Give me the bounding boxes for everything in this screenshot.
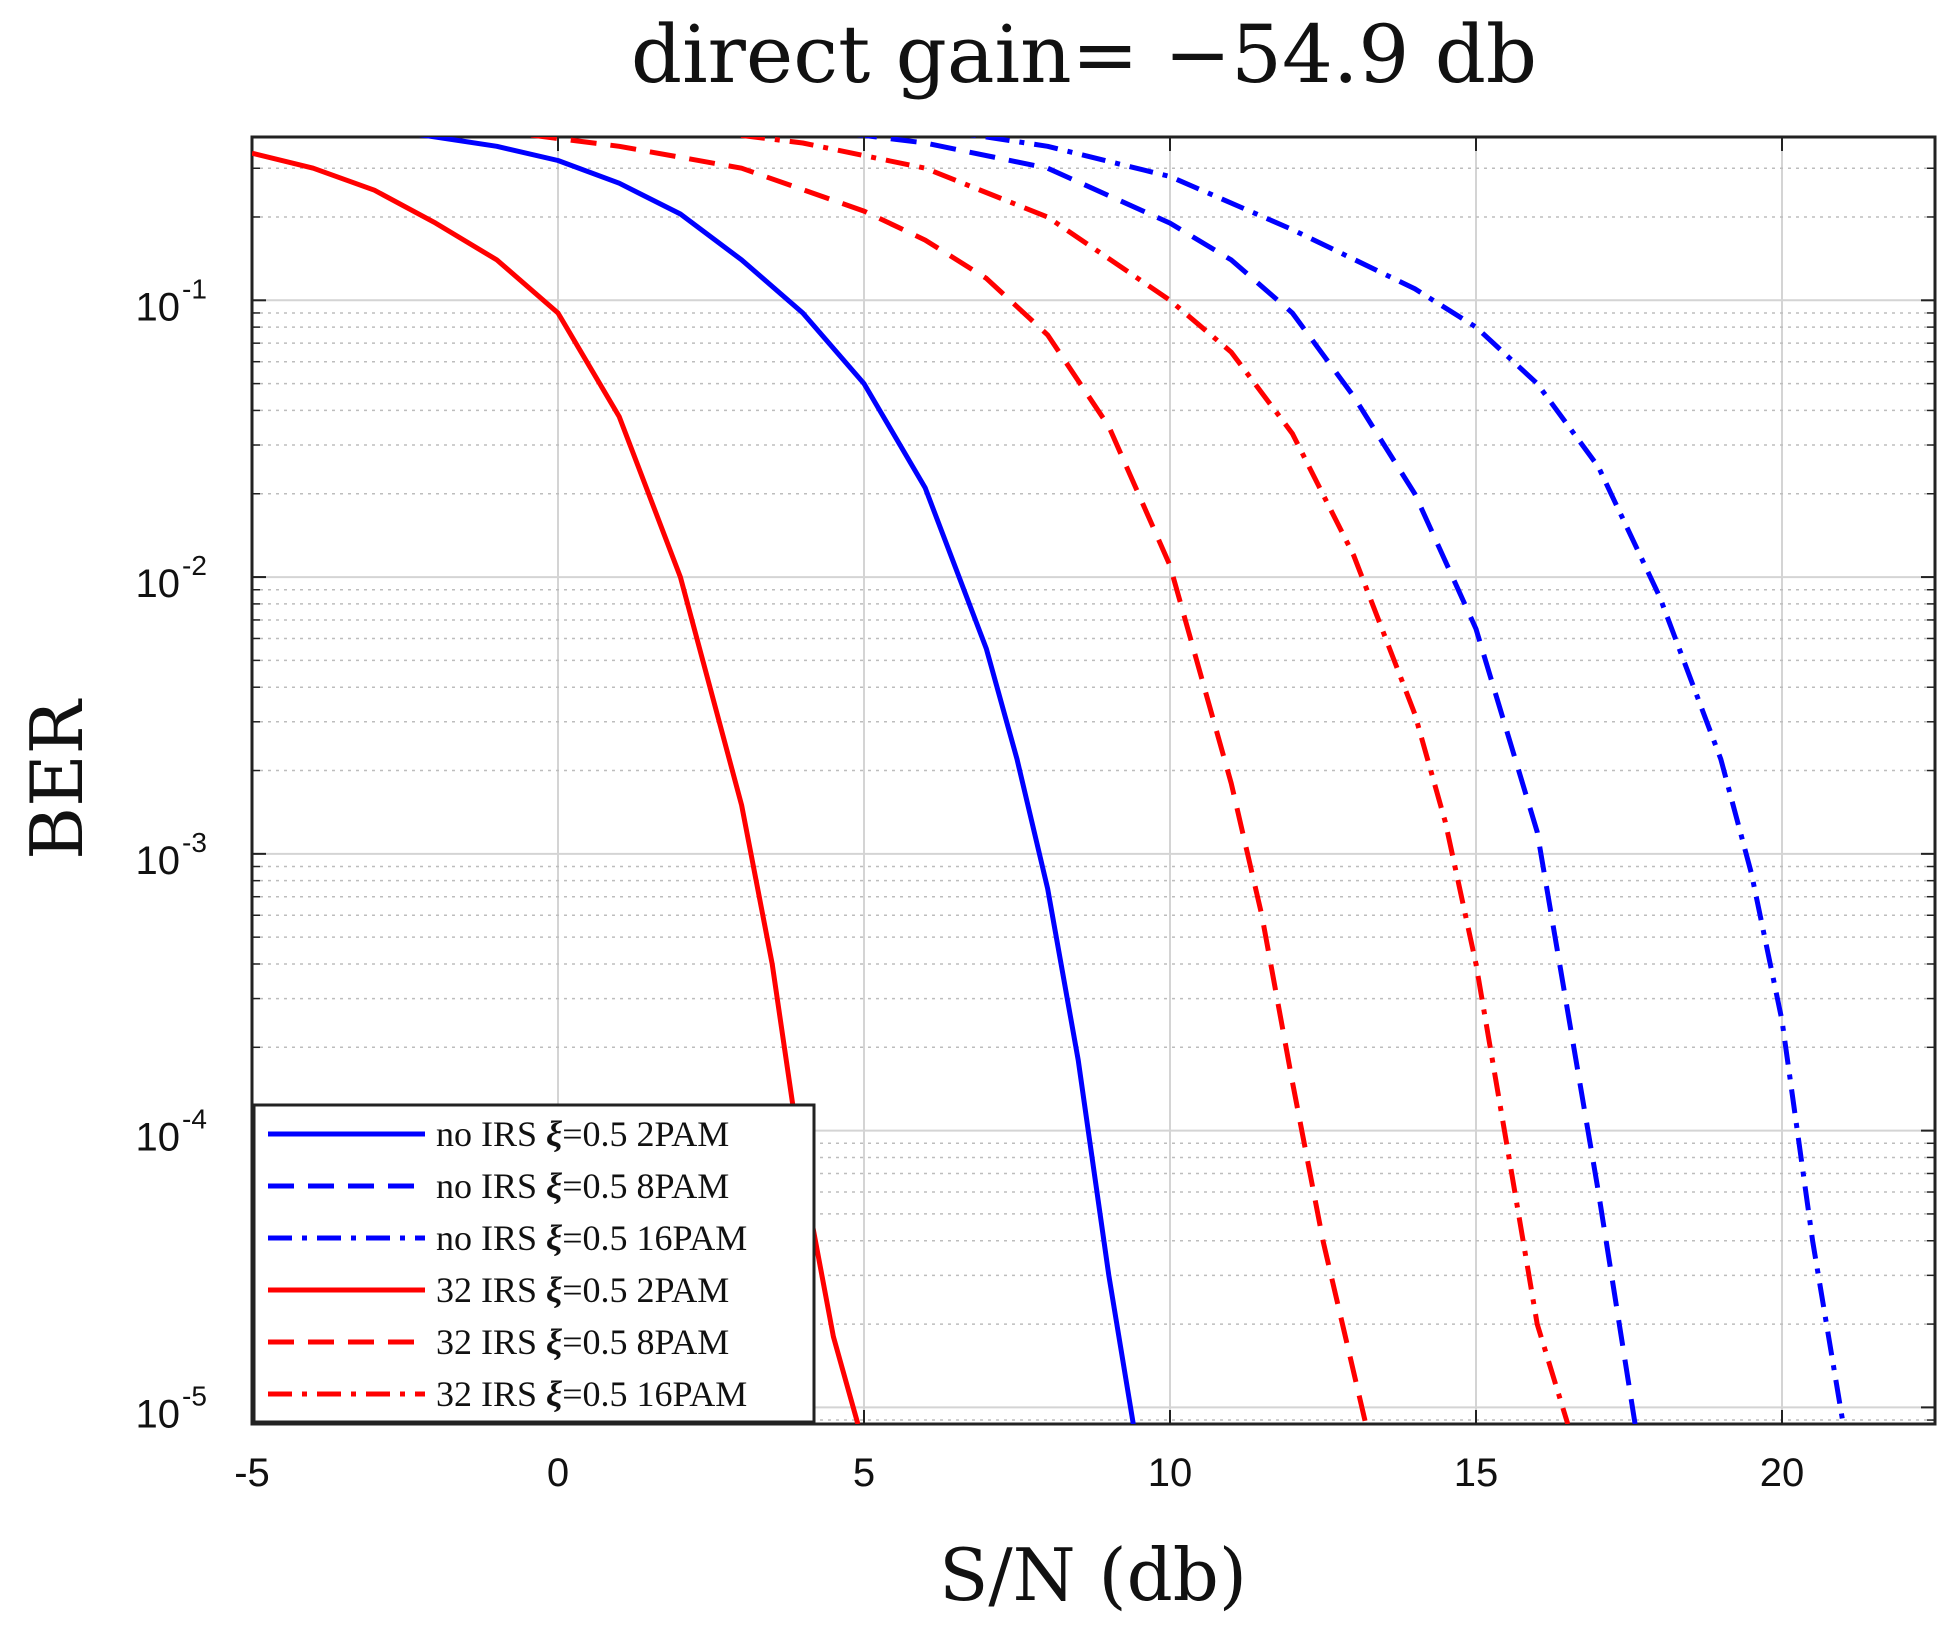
legend-label-xi: ξ [546, 1322, 562, 1362]
y-tick-base: 10 [136, 562, 181, 606]
x-tick-label: 10 [1148, 1451, 1193, 1495]
y-tick-exponent: -2 [182, 550, 207, 581]
y-tick-label: 10 -5 [136, 1380, 207, 1436]
y-tick-exponent: -3 [182, 827, 207, 858]
series-line-1 [418, 137, 1136, 1424]
series-group [252, 137, 1846, 1424]
plot-area [250, 135, 1937, 1426]
y-tick-label: 10 -1 [136, 273, 207, 329]
legend-label-2: no IRS ξ=0.5 8PAM [436, 1166, 729, 1206]
legend-label-prefix: no IRS [436, 1166, 546, 1206]
y-tick-exponent: -1 [182, 273, 207, 304]
legend-box [252, 1103, 816, 1424]
x-axis-label: S/N (db) [939, 1533, 1247, 1617]
legend-label-1: no IRS ξ=0.5 2PAM [436, 1114, 729, 1154]
x-tick-label: 5 [853, 1451, 875, 1495]
series-line-6 [734, 137, 1571, 1424]
legend-label-prefix: no IRS [436, 1114, 546, 1154]
series-line-2 [856, 137, 1638, 1424]
legend-label-xi: ξ [546, 1166, 562, 1206]
y-tick-label: 10 -3 [136, 827, 207, 883]
legend-label-prefix: 32 IRS [436, 1374, 546, 1414]
y-tick-label: 10 -4 [136, 1104, 207, 1160]
y-axis-label: BER [15, 698, 99, 859]
y-tick-base: 10 [136, 1116, 181, 1160]
y-tick-label: 10 -2 [136, 550, 207, 606]
x-tick-label: 0 [547, 1451, 569, 1495]
chart-title: direct gain= −54.9 db [631, 8, 1537, 101]
legend-label-suffix: =0.5 16PAM [562, 1218, 747, 1258]
legend-label-6: 32 IRS ξ=0.5 16PAM [436, 1374, 747, 1414]
legend-label-3: no IRS ξ=0.5 16PAM [436, 1218, 747, 1258]
legend-label-xi: ξ [546, 1114, 562, 1154]
legend-label-suffix: =0.5 16PAM [562, 1374, 747, 1414]
legend-label-5: 32 IRS ξ=0.5 8PAM [436, 1322, 729, 1362]
y-tick-exponent: -5 [182, 1380, 207, 1411]
x-tick-label: 20 [1760, 1451, 1805, 1495]
y-tick-base: 10 [136, 839, 181, 883]
y-tick-exponent: -4 [182, 1104, 207, 1135]
legend-label-suffix: =0.5 2PAM [562, 1114, 729, 1154]
legend-label-prefix: no IRS [436, 1218, 546, 1258]
x-tick-label: 15 [1454, 1451, 1499, 1495]
legend-label-prefix: 32 IRS [436, 1270, 546, 1310]
legend-label-xi: ξ [546, 1270, 562, 1310]
legend-label-xi: ξ [546, 1218, 562, 1258]
x-tick-label: -5 [234, 1451, 270, 1495]
y-tick-base: 10 [136, 285, 181, 329]
legend-label-xi: ξ [546, 1374, 562, 1414]
series-line-3 [969, 137, 1846, 1424]
legend-label-suffix: =0.5 8PAM [562, 1166, 729, 1206]
legend-label-prefix: 32 IRS [436, 1322, 546, 1362]
series-line-5 [526, 137, 1369, 1424]
legend-label-4: 32 IRS ξ=0.5 2PAM [436, 1270, 729, 1310]
legend-label-suffix: =0.5 2PAM [562, 1270, 729, 1310]
y-tick-base: 10 [136, 1392, 181, 1436]
legend-label-suffix: =0.5 8PAM [562, 1322, 729, 1362]
